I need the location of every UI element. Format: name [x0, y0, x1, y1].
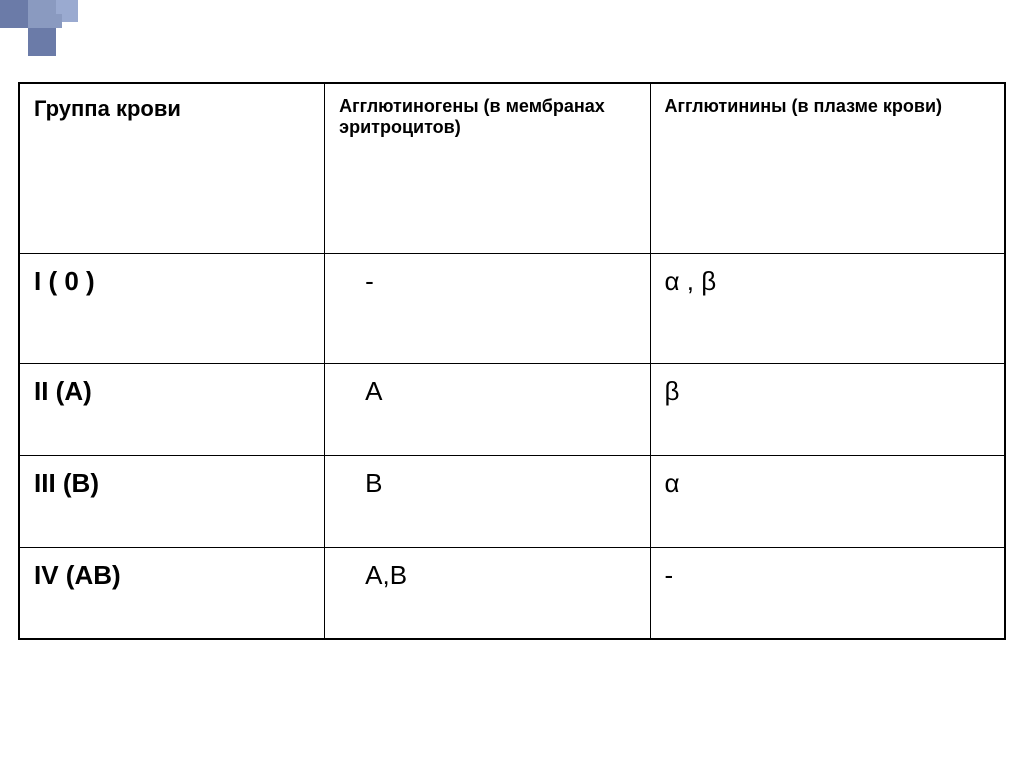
cell-agglutinins: β: [650, 363, 1005, 455]
blood-group-table-container: Группа крови Агглютиногены (в мембранах …: [18, 82, 1006, 640]
cell-group: IV (АВ): [19, 547, 325, 639]
cell-agglutinins: -: [650, 547, 1005, 639]
blood-group-table: Группа крови Агглютиногены (в мембранах …: [18, 82, 1006, 640]
cell-agglutinogens: А: [325, 363, 650, 455]
col-header-group: Группа крови: [19, 83, 325, 253]
col-header-agglutinins: Агглютинины (в плазме крови): [650, 83, 1005, 253]
table-row: II (А) А β: [19, 363, 1005, 455]
deco-square: [0, 0, 28, 28]
cell-agglutinins: α , β: [650, 253, 1005, 363]
cell-agglutinins: α: [650, 455, 1005, 547]
table-row: I ( 0 ) - α , β: [19, 253, 1005, 363]
corner-decoration: [0, 0, 100, 60]
col-header-agglutinogens: Агглютиногены (в мембранах эритроцитов): [325, 83, 650, 253]
table-row: IV (АВ) А,В -: [19, 547, 1005, 639]
table-header-row: Группа крови Агглютиногены (в мембранах …: [19, 83, 1005, 253]
table-row: III (В) В α: [19, 455, 1005, 547]
cell-agglutinogens: В: [325, 455, 650, 547]
cell-group: II (А): [19, 363, 325, 455]
cell-agglutinogens: А,В: [325, 547, 650, 639]
cell-agglutinogens: -: [325, 253, 650, 363]
cell-group: I ( 0 ): [19, 253, 325, 363]
deco-square: [28, 28, 56, 56]
cell-group: III (В): [19, 455, 325, 547]
deco-square: [48, 14, 62, 28]
